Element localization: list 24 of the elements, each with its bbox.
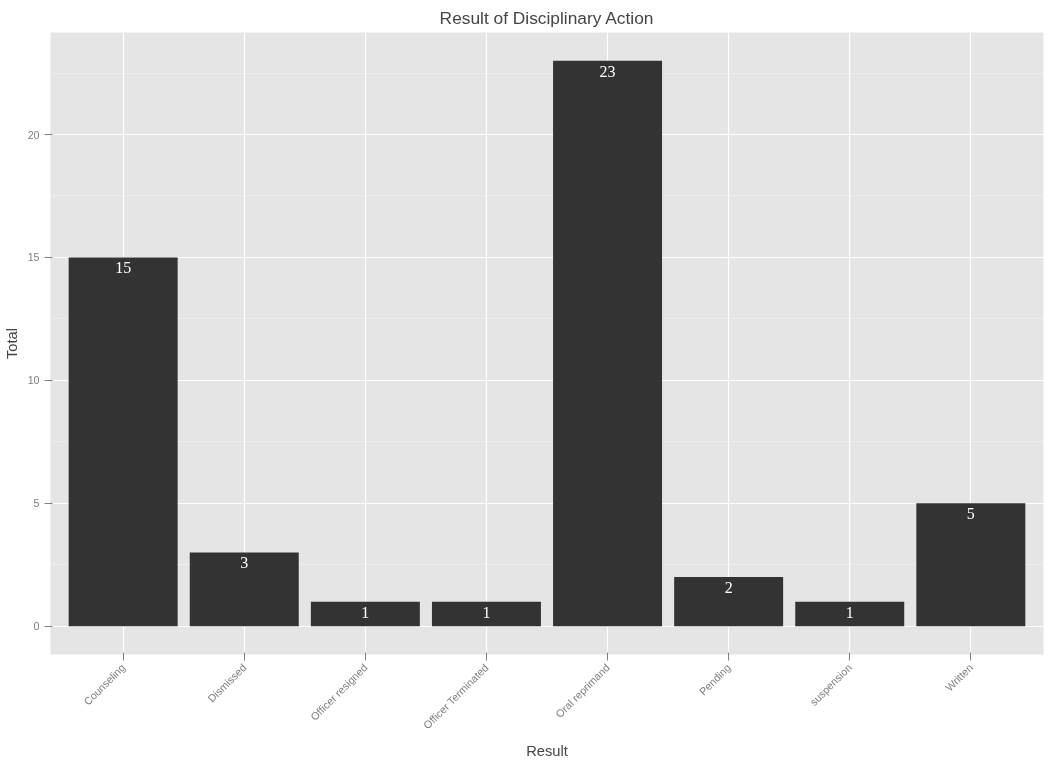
bar <box>553 60 663 627</box>
data-label: 1 <box>361 603 370 621</box>
y-tick-label: 5 <box>33 497 40 510</box>
data-label: 23 <box>599 62 616 80</box>
y-tick-label: 15 <box>27 251 40 264</box>
bar <box>68 257 178 627</box>
chart-title: Result of Disciplinary Action <box>439 7 654 28</box>
data-label: 1 <box>845 603 854 621</box>
data-label: 1 <box>482 603 491 621</box>
y-axis-title: Total <box>3 328 20 359</box>
y-tick-label: 20 <box>27 128 40 141</box>
bar <box>795 601 905 627</box>
bar <box>189 552 299 627</box>
data-label: 5 <box>966 505 975 523</box>
bar <box>674 577 784 627</box>
data-label: 2 <box>724 579 733 597</box>
data-label: 3 <box>240 554 249 572</box>
bar <box>310 601 420 627</box>
y-tick-label: 10 <box>27 374 40 387</box>
bar <box>431 601 541 627</box>
data-label: 15 <box>115 259 132 277</box>
bar <box>916 503 1026 627</box>
y-tick-label: 0 <box>33 620 40 633</box>
x-axis-title: Result <box>526 743 568 760</box>
